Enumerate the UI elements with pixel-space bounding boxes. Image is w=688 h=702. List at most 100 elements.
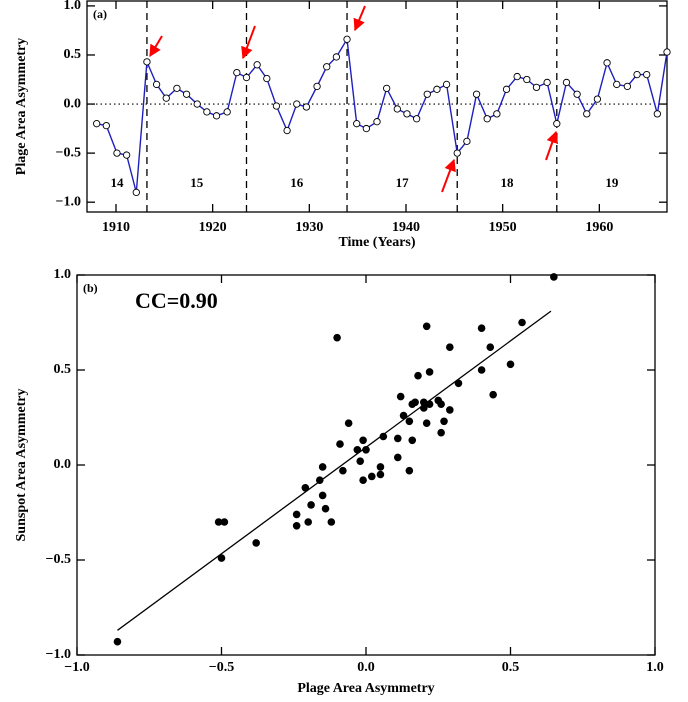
data-point <box>233 68 241 77</box>
data-point <box>321 504 330 513</box>
data-point <box>486 343 495 352</box>
data-point <box>420 398 428 407</box>
data-point <box>376 463 385 471</box>
data-point <box>408 436 417 445</box>
data-point <box>393 453 402 462</box>
data-point <box>477 324 486 333</box>
arrow <box>149 35 163 58</box>
data-point <box>425 368 434 376</box>
data-point <box>553 120 561 128</box>
data-point <box>344 419 353 428</box>
data-point <box>643 70 651 79</box>
data-point <box>253 61 261 69</box>
y-tick-label: 0.0 <box>54 457 72 472</box>
data-point <box>113 637 122 646</box>
data-point <box>550 273 558 281</box>
data-point <box>143 58 151 66</box>
data-point <box>423 90 431 98</box>
data-point <box>411 398 419 407</box>
annotation: CC=0.90 <box>135 288 218 313</box>
arrow <box>241 25 256 60</box>
data-point <box>446 406 454 414</box>
x-tick-label: 1950 <box>489 220 517 235</box>
data-point <box>242 73 251 82</box>
data-point <box>437 428 445 437</box>
x-tick-label: −0.5 <box>209 660 234 675</box>
data-point <box>182 90 191 98</box>
data-point <box>414 371 422 380</box>
y-tick-label: 0.0 <box>64 96 82 111</box>
data-point <box>437 400 445 409</box>
y-tick-label: 1.0 <box>54 267 72 282</box>
data-point <box>362 446 370 454</box>
data-point <box>220 518 229 526</box>
data-point <box>446 343 454 352</box>
data-point <box>593 95 602 103</box>
data-point <box>383 84 391 92</box>
data-point <box>493 110 501 118</box>
data-point <box>399 411 408 420</box>
data-point <box>332 53 341 61</box>
data-point <box>272 102 281 110</box>
data-point <box>333 333 341 342</box>
plot-frame <box>76 274 656 656</box>
x-axis-label: Time (Years) <box>338 235 415 250</box>
data-point <box>353 120 361 128</box>
data-point <box>113 149 121 157</box>
data-point <box>454 379 463 388</box>
data-point <box>173 84 181 92</box>
data-point <box>93 120 101 128</box>
data-point <box>425 400 434 409</box>
data-point <box>623 82 632 91</box>
x-tick-label: 1910 <box>102 220 130 235</box>
data-point <box>477 366 486 374</box>
data-point <box>653 110 661 118</box>
data-point <box>193 100 201 108</box>
x-tick-label: 1940 <box>392 220 420 235</box>
data-point <box>301 484 310 492</box>
data-point <box>543 78 551 87</box>
cycle-label: 16 <box>290 175 304 190</box>
data-point <box>405 417 414 426</box>
arrow <box>545 130 559 161</box>
data-point <box>304 518 313 526</box>
data-point <box>396 392 405 401</box>
data-point <box>336 440 344 448</box>
panel-label: (b) <box>83 281 98 295</box>
data-point <box>422 322 431 331</box>
x-tick-label: 1920 <box>199 220 227 235</box>
data-point <box>583 110 591 118</box>
x-tick-label: 1.0 <box>646 660 664 675</box>
data-point <box>283 126 291 135</box>
data-point <box>463 137 471 145</box>
data-point <box>562 78 571 87</box>
data-point <box>313 82 321 91</box>
data-point <box>302 103 311 111</box>
data-point <box>633 70 641 79</box>
y-tick-label: 0.5 <box>54 362 72 377</box>
data-point <box>252 539 260 547</box>
data-point <box>483 115 491 123</box>
panel-label: (a) <box>93 7 107 21</box>
data-point <box>412 115 421 123</box>
y-tick-label: −1.0 <box>56 194 81 209</box>
data-point <box>356 457 365 466</box>
data-point <box>203 108 211 116</box>
data-line <box>96 37 668 193</box>
x-tick-label: 0.5 <box>502 660 520 675</box>
y-tick-label: 0.5 <box>64 47 82 62</box>
data-point <box>440 417 448 426</box>
data-point <box>502 85 511 93</box>
data-point <box>307 501 315 509</box>
data-point <box>506 360 515 369</box>
data-point <box>359 476 367 485</box>
data-point <box>367 472 376 481</box>
fit-line <box>117 310 552 631</box>
data-point <box>379 432 388 441</box>
x-tick-label: 1960 <box>585 220 613 235</box>
cycle-label: 18 <box>501 175 515 190</box>
cycle-label: 15 <box>190 175 204 190</box>
y-axis-label: Sunspot Area Asymmetry <box>14 389 29 542</box>
data-point <box>433 85 441 93</box>
